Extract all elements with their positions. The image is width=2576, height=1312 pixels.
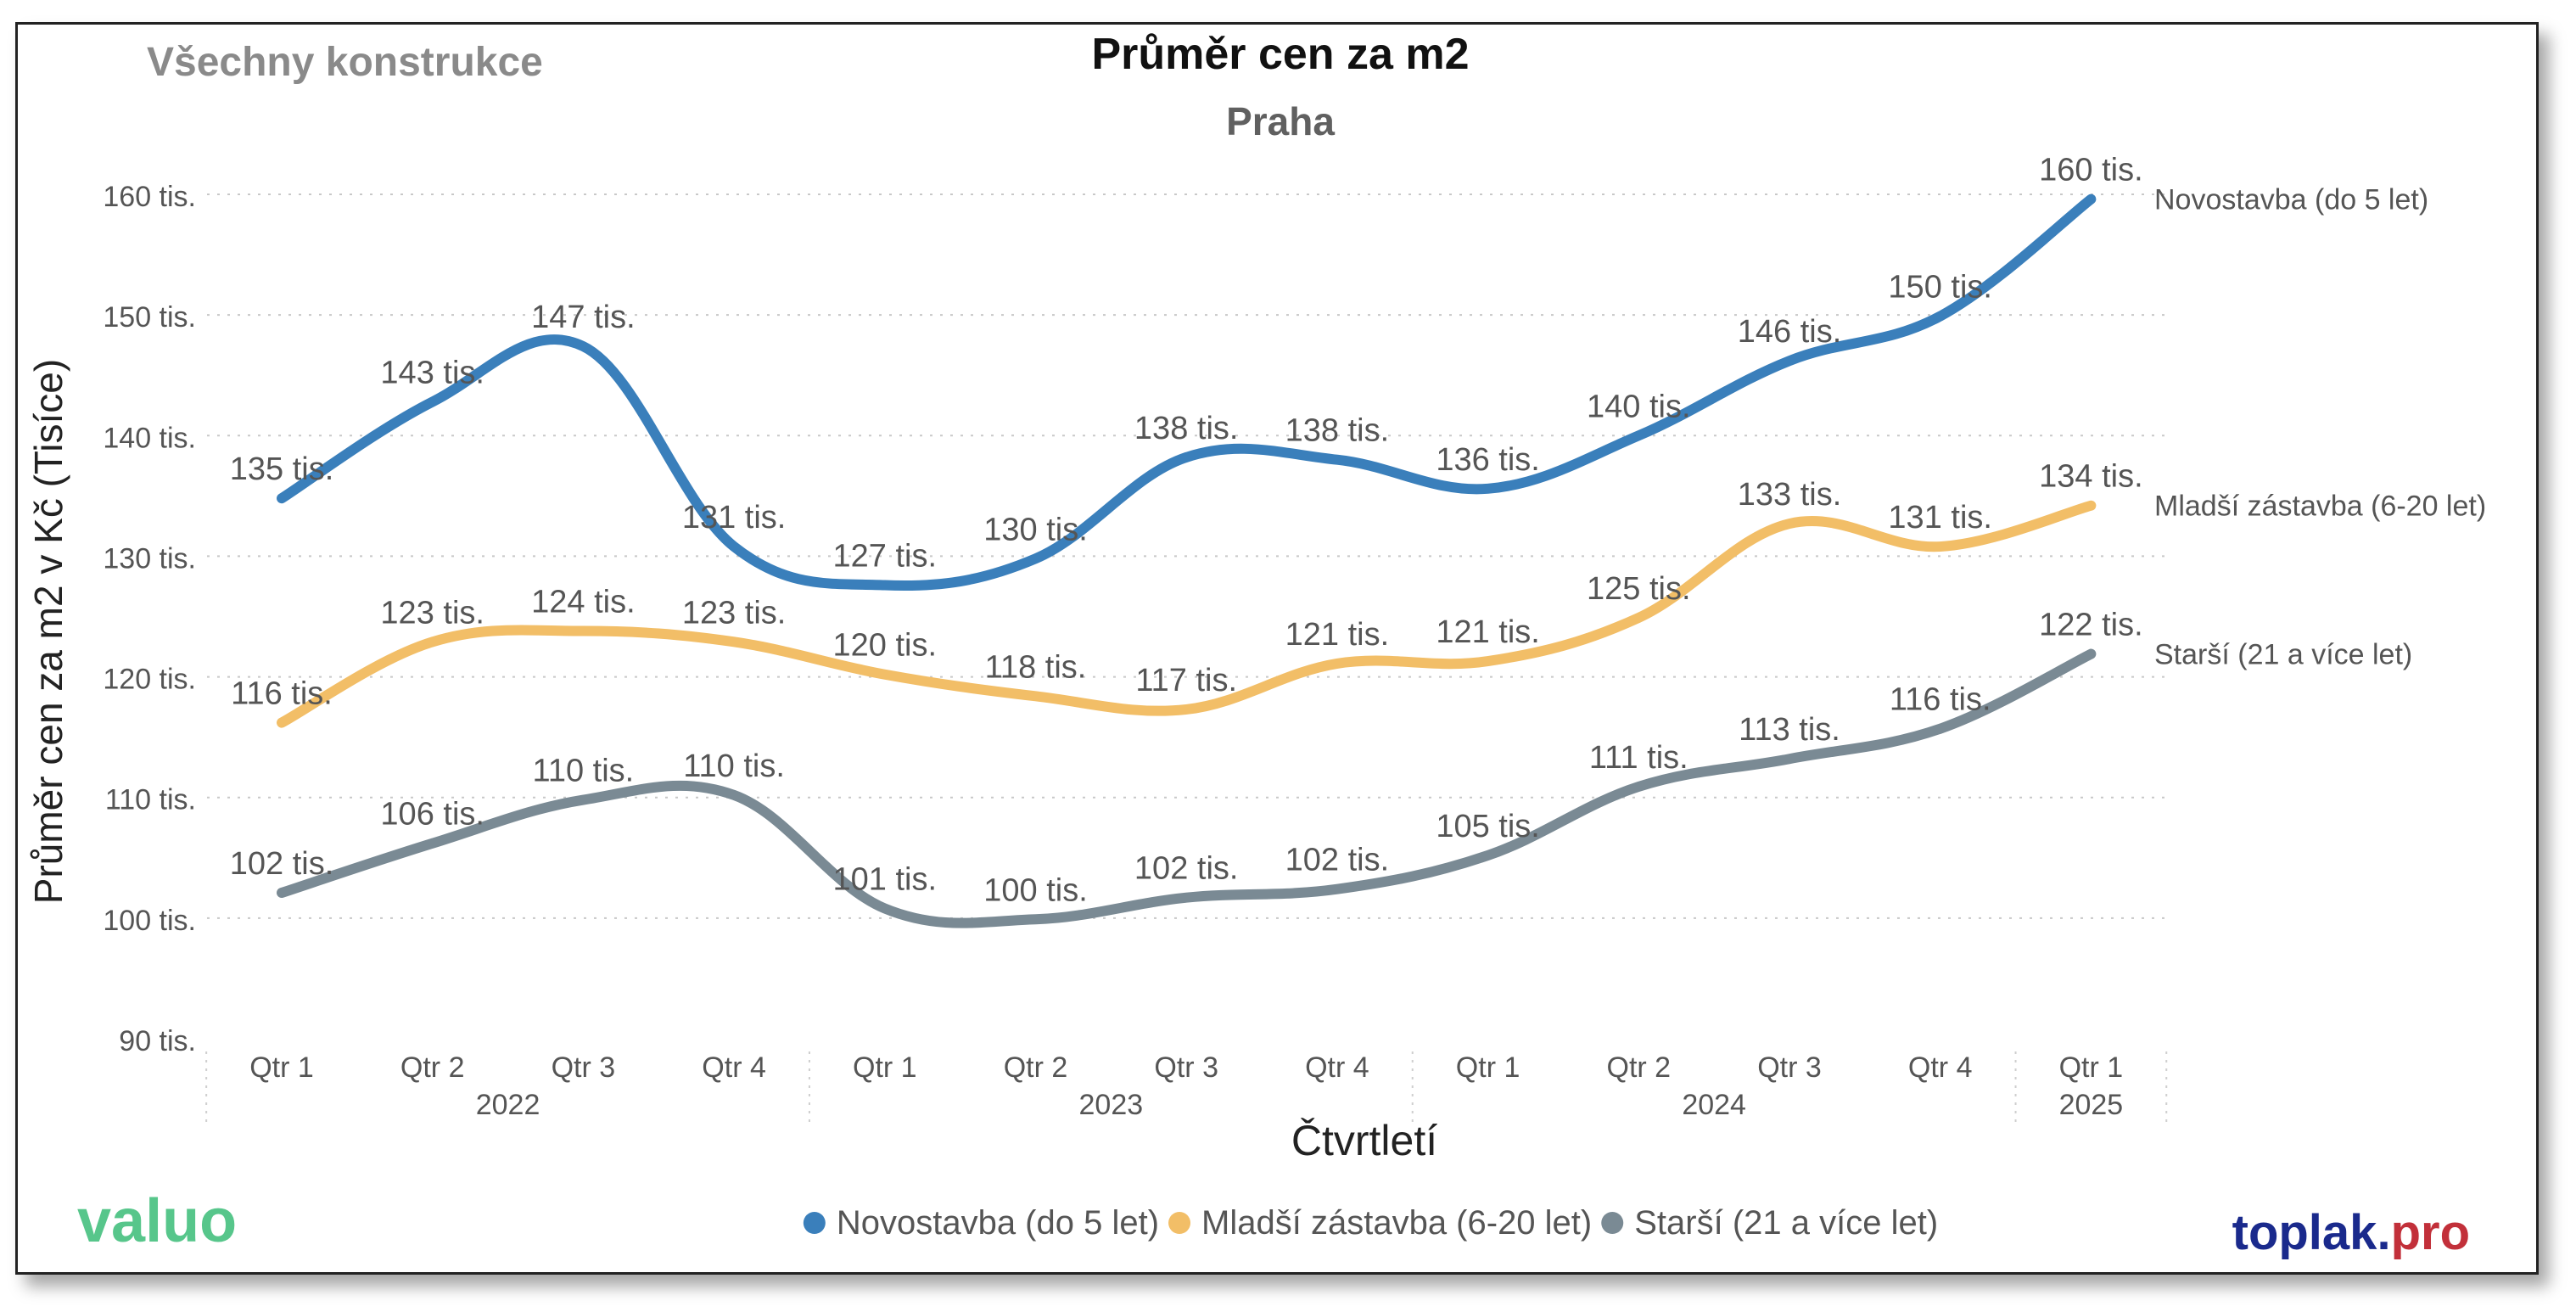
chart-title: Průměr cen za m2 (1091, 30, 1469, 79)
x-tick-label: Qtr 2 (400, 1051, 465, 1084)
data-label: 102 tis. (1285, 843, 1390, 878)
valuo-logo: valuo (77, 1187, 237, 1255)
x-tick-label: Qtr 2 (1607, 1051, 1672, 1084)
data-label: 138 tis. (1285, 413, 1390, 449)
x-axis-label: Čtvrtletí (1291, 1117, 1437, 1164)
data-label: 110 tis. (533, 754, 635, 789)
y-tick-label: 90 tis. (119, 1025, 196, 1057)
legend-marker (1168, 1212, 1191, 1234)
x-tick-label: Qtr 1 (853, 1051, 917, 1084)
chart-svg: Všechny konstrukce Průměr cen za m2 Prah… (26, 30, 2486, 1260)
x-year-label: 2023 (1079, 1089, 1144, 1121)
y-tick-label: 160 tis. (103, 181, 196, 213)
toplak-logo-suffix: pro (2391, 1205, 2470, 1260)
legend-label: Novostavba (do 5 let) (837, 1204, 1159, 1242)
data-label: 133 tis. (1738, 477, 1842, 513)
y-tick-label: 120 tis. (103, 664, 196, 696)
series-end-label: Mladší zástavba (6-20 let) (2154, 491, 2486, 523)
series-line (277, 648, 2097, 928)
data-label: 125 tis. (1587, 571, 1691, 607)
data-label: 105 tis. (1436, 809, 1540, 844)
x-tick-label: Qtr 1 (249, 1051, 314, 1084)
y-tick-label: 130 tis. (103, 542, 196, 575)
data-label: 134 tis. (2039, 459, 2143, 495)
data-label: 123 tis. (380, 595, 484, 631)
legend-label: Mladší zástavba (6-20 let) (1201, 1204, 1592, 1242)
chart-frame: Všechny konstrukce Průměr cen za m2 Prah… (15, 22, 2539, 1275)
x-tick-label: Qtr 1 (1456, 1051, 1520, 1084)
legend-marker (803, 1212, 826, 1234)
series-end-label-layer: Novostavba (do 5 let) Mladší zástavba (6-… (2154, 184, 2486, 671)
toplak-logo-main: toplak (2232, 1205, 2378, 1260)
data-label: 116 tis. (231, 676, 333, 712)
y-tick-label: 140 tis. (103, 422, 196, 454)
y-tick-label: 150 tis. (103, 301, 196, 334)
data-label: 111 tis. (1589, 740, 1688, 776)
data-label: 143 tis. (380, 355, 484, 390)
data-label: 130 tis. (983, 512, 1088, 547)
data-label: 147 tis. (531, 300, 636, 335)
y-axis-label: Průměr cen za m2 v Kč (Tisíce) (26, 359, 70, 904)
legend: Novostavba (do 5 let) Mladší zástavba (6-… (803, 1204, 1938, 1242)
data-label: 124 tis. (531, 585, 636, 620)
toplak-logo-dot: . (2377, 1205, 2390, 1260)
data-label: 102 tis. (230, 846, 334, 882)
data-label: 118 tis. (985, 649, 1087, 685)
data-label-layer: 135 tis. 143 tis. 147 tis. 131 tis. 127 tis.… (230, 153, 2143, 909)
x-tick-label: Qtr 1 (2059, 1051, 2124, 1084)
data-label: 122 tis. (2039, 608, 2143, 643)
legend-item: Mladší zástavba (6-20 let) (1168, 1204, 1592, 1242)
chart-left-title: Všechny konstrukce (147, 40, 543, 85)
data-label: 131 tis. (682, 500, 787, 535)
series-line (277, 193, 2097, 592)
data-label: 121 tis. (1436, 614, 1540, 650)
data-label: 136 tis. (1436, 442, 1540, 478)
data-label: 127 tis. (833, 539, 938, 575)
data-label: 117 tis. (1135, 663, 1237, 698)
chart-subtitle: Praha (1226, 99, 1335, 143)
data-label: 131 tis. (1888, 500, 1992, 535)
x-tick-label: Qtr 3 (552, 1051, 616, 1084)
series-layer (277, 193, 2097, 928)
data-label: 160 tis. (2039, 153, 2143, 188)
series-end-label: Starší (21 a více let) (2154, 639, 2412, 671)
data-label: 123 tis. (682, 595, 787, 631)
data-label: 113 tis. (1739, 712, 1840, 748)
series-line (277, 500, 2097, 728)
data-label: 121 tis. (1285, 617, 1390, 653)
data-label: 116 tis. (1890, 682, 1991, 718)
x-year-label: 2025 (2059, 1089, 2124, 1121)
x-tick-label: Qtr 4 (1305, 1051, 1369, 1084)
x-year-label: 2022 (476, 1089, 540, 1121)
data-label: 120 tis. (833, 628, 938, 664)
data-label: 140 tis. (1587, 389, 1691, 424)
legend-item: Novostavba (do 5 let) (803, 1204, 1159, 1242)
data-label: 100 tis. (983, 872, 1088, 908)
grid-layer (207, 193, 2164, 919)
x-tick-label: Qtr 2 (1004, 1051, 1068, 1084)
data-label: 102 tis. (1134, 851, 1239, 887)
data-label: 138 tis. (1134, 411, 1239, 446)
data-label: 110 tis. (683, 749, 785, 784)
toplak-logo: toplak.pro (2232, 1205, 2470, 1260)
legend-item: Starší (21 a více let) (1601, 1204, 1938, 1242)
x-year-label: 2024 (1682, 1089, 1746, 1121)
data-label: 106 tis. (380, 797, 484, 833)
y-tick-label: 100 tis. (103, 905, 196, 937)
data-label: 146 tis. (1738, 314, 1842, 350)
x-tick-label: Qtr 3 (1757, 1051, 1822, 1084)
y-tick-layer: 90 tis. 100 tis. 110 tis. 120 tis. 130 tis. 1… (103, 181, 196, 1057)
x-tick-label: Qtr 4 (1908, 1051, 1973, 1084)
x-tick-label: Qtr 3 (1154, 1051, 1218, 1084)
legend-marker (1601, 1212, 1624, 1234)
y-tick-label: 110 tis. (105, 784, 196, 816)
data-label: 150 tis. (1888, 270, 1992, 306)
data-label: 135 tis. (230, 451, 334, 487)
x-tick-layer: Qtr 1 Qtr 2 Qtr 3 Qtr 4 Qtr 1 Qtr 2 Qtr 3 Qtr 4… (205, 1051, 2168, 1128)
legend-label: Starší (21 a více let) (1634, 1204, 1938, 1242)
data-label: 101 tis. (833, 861, 938, 897)
x-tick-label: Qtr 4 (702, 1051, 766, 1084)
series-end-label: Novostavba (do 5 let) (2154, 184, 2428, 216)
